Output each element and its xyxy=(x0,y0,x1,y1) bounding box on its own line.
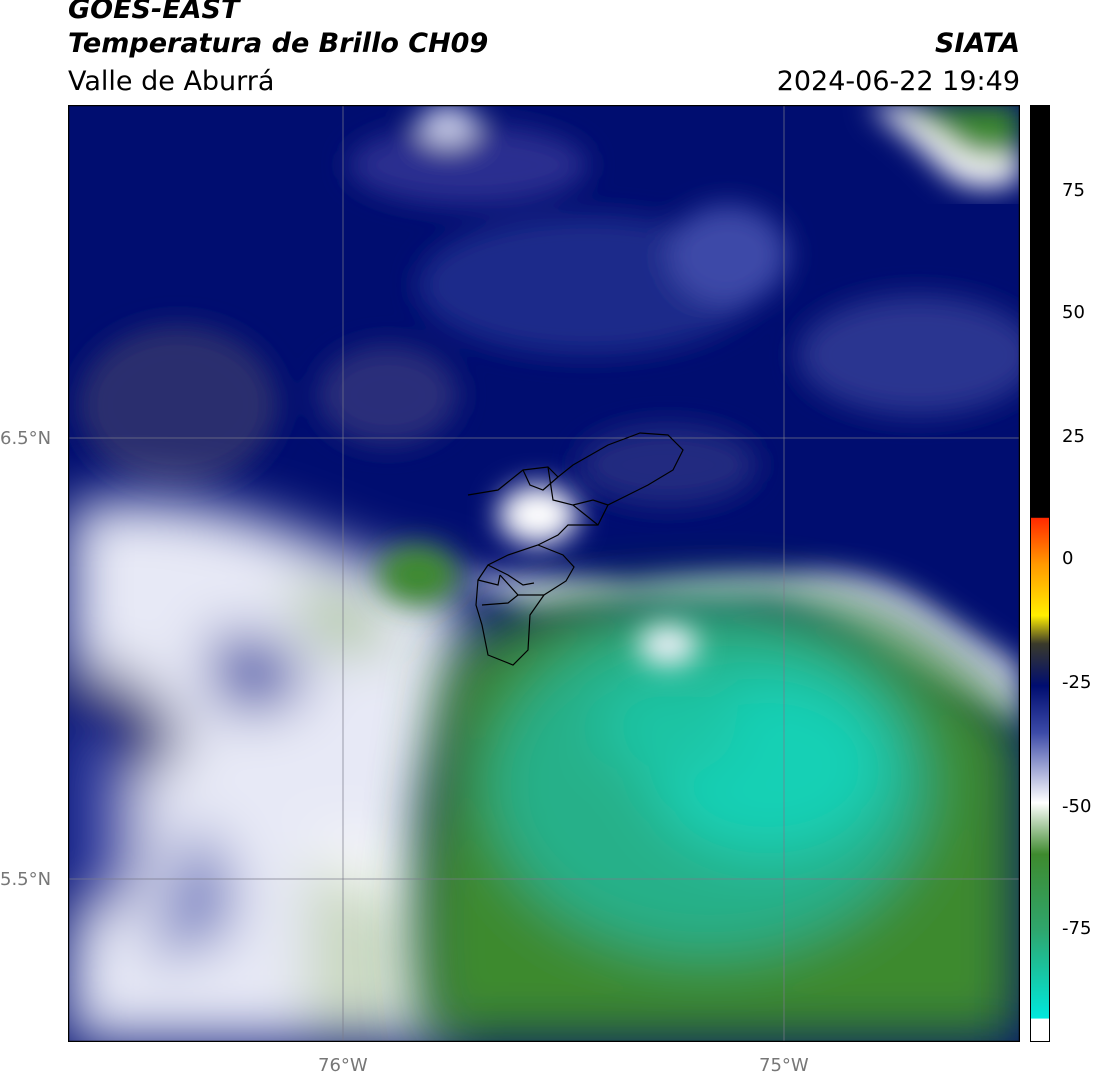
colorbar-tick: -75 xyxy=(1062,918,1092,939)
colorbar xyxy=(1030,105,1050,1042)
upper-cloud-texture xyxy=(78,105,1020,505)
colorbar-tick: 0 xyxy=(1062,548,1074,569)
brightness-temperature-map xyxy=(68,105,1020,1042)
colorbar-tick: 25 xyxy=(1062,426,1085,447)
lat-label-6.5: 6.5°N xyxy=(0,428,52,449)
southwest-light-region xyxy=(68,500,468,1042)
northeast-clear-band xyxy=(868,105,1020,188)
colorbar-tick: 50 xyxy=(1062,302,1085,323)
municipal-boundaries xyxy=(467,432,684,666)
agency-label: SIATA xyxy=(934,28,1020,59)
lat-label-5.5: 5.5°N xyxy=(0,869,52,890)
product-title: Temperatura de Brillo CH09 xyxy=(68,28,489,59)
colorbar-tick: -25 xyxy=(1062,672,1092,693)
datetime-label: 2024-06-22 19:49 xyxy=(776,66,1020,97)
region-subtitle: Valle de Aburrá xyxy=(68,66,275,97)
colorbar-tick: 75 xyxy=(1062,180,1085,201)
colorbar-tick: -50 xyxy=(1062,796,1092,817)
southeast-warm-region xyxy=(418,590,1020,1042)
satellite-title: GOES-EAST xyxy=(68,0,240,25)
lon-label-75: 75°W xyxy=(759,1055,809,1076)
frontal-ring xyxy=(448,573,1020,725)
lon-label-76: 76°W xyxy=(318,1055,368,1076)
small-clear-patch xyxy=(378,485,698,665)
